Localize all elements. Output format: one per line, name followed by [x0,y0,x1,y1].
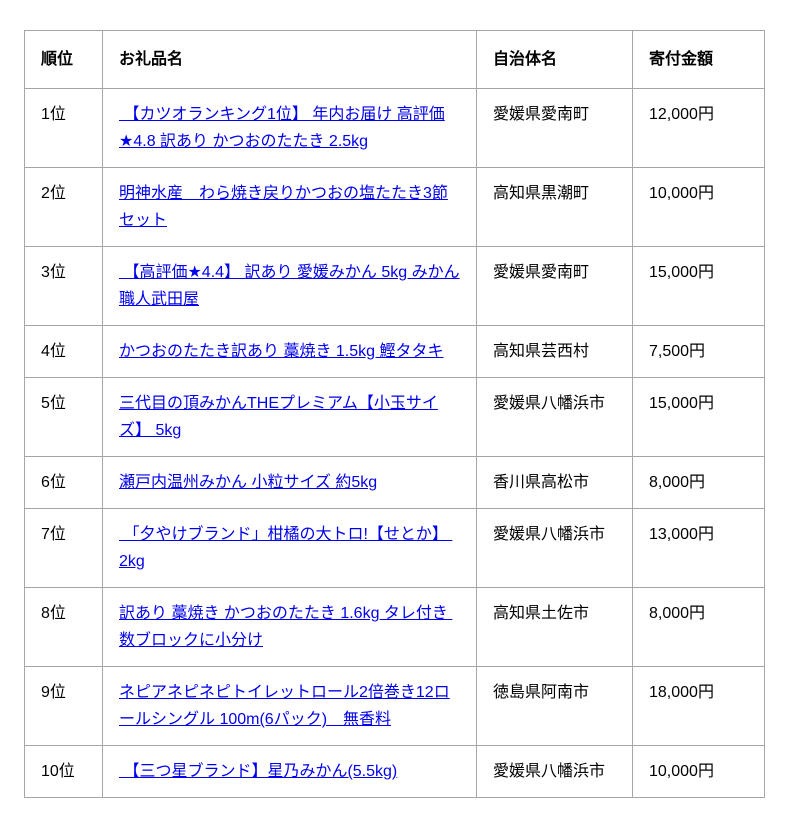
rank-cell: 5位 [24,377,103,457]
rank-cell: 3位 [24,246,103,326]
rank-cell: 1位 [24,88,103,168]
municipality-cell: 香川県高松市 [476,456,633,509]
rank-cell: 8位 [24,587,103,667]
municipality-cell: 高知県土佐市 [476,587,633,667]
rank-cell: 6位 [24,456,103,509]
municipality-cell: 愛媛県愛南町 [476,246,633,326]
gift-ranking-table: 順位 お礼品名 自治体名 寄付金額 1位 【カツオランキング1位】 年内お届け … [24,30,765,798]
table-row: 4位 かつおのたたき訳あり 藁焼き 1.5kg 鰹タタキ 高知県芸西村 7,50… [24,325,765,378]
gift-cell: 【三つ星ブランド】星乃みかん(5.5kg) [102,745,477,798]
table-header-row: 順位 お礼品名 自治体名 寄付金額 [24,30,765,89]
municipality-cell: 愛媛県八幡浜市 [476,745,633,798]
amount-cell: 13,000円 [632,508,765,588]
table-row: 3位 【高評価★4.4】 訳あり 愛媛みかん 5kg みかん職人武田屋 愛媛県愛… [24,246,765,326]
municipality-cell: 愛媛県八幡浜市 [476,508,633,588]
amount-cell: 15,000円 [632,377,765,457]
table-row: 2位 明神水産 わら焼き戻りかつおの塩たたき3節セット 高知県黒潮町 10,00… [24,167,765,247]
gift-link[interactable]: ネピアネピネピトイレットロール2倍巻き12ロールシングル 100m(6パック) … [119,684,450,728]
municipality-cell: 高知県芸西村 [476,325,633,378]
amount-cell: 10,000円 [632,167,765,247]
rank-cell: 7位 [24,508,103,588]
amount-cell: 10,000円 [632,745,765,798]
gift-link[interactable]: 「夕やけブランド」柑橘の大トロ!【せとか】 2kg [119,526,453,570]
amount-cell: 7,500円 [632,325,765,378]
header-municipality: 自治体名 [476,30,633,89]
table-row: 7位 「夕やけブランド」柑橘の大トロ!【せとか】 2kg 愛媛県八幡浜市 13,… [24,508,765,588]
header-donation-amount: 寄付金額 [632,30,765,89]
rank-cell: 9位 [24,666,103,746]
gift-cell: 【高評価★4.4】 訳あり 愛媛みかん 5kg みかん職人武田屋 [102,246,477,326]
header-rank: 順位 [24,30,103,89]
table-row: 1位 【カツオランキング1位】 年内お届け 高評価★4.8 訳あり かつおのたた… [24,88,765,168]
amount-cell: 12,000円 [632,88,765,168]
amount-cell: 8,000円 [632,456,765,509]
gift-link[interactable]: かつおのたたき訳あり 藁焼き 1.5kg 鰹タタキ [119,343,444,360]
gift-link[interactable]: 三代目の頂みかんTHEプレミアム【小玉サイズ】 5kg [119,395,438,439]
gift-cell: 瀬戸内温州みかん 小粒サイズ 約5kg [102,456,477,509]
gift-link[interactable]: 瀬戸内温州みかん 小粒サイズ 約5kg [119,474,378,491]
amount-cell: 18,000円 [632,666,765,746]
rank-cell: 4位 [24,325,103,378]
rank-cell: 2位 [24,167,103,247]
gift-link[interactable]: 明神水産 わら焼き戻りかつおの塩たたき3節セット [119,185,448,229]
municipality-cell: 徳島県阿南市 [476,666,633,746]
table-row: 8位 訳あり 藁焼き かつおのたたき 1.6kg タレ付き 数ブロックに小分け … [24,587,765,667]
gift-cell: 訳あり 藁焼き かつおのたたき 1.6kg タレ付き 数ブロックに小分け [102,587,477,667]
municipality-cell: 愛媛県八幡浜市 [476,377,633,457]
gift-cell: かつおのたたき訳あり 藁焼き 1.5kg 鰹タタキ [102,325,477,378]
municipality-cell: 高知県黒潮町 [476,167,633,247]
table-row: 6位 瀬戸内温州みかん 小粒サイズ 約5kg 香川県高松市 8,000円 [24,456,765,509]
gift-cell: 三代目の頂みかんTHEプレミアム【小玉サイズ】 5kg [102,377,477,457]
gift-cell: 【カツオランキング1位】 年内お届け 高評価★4.8 訳あり かつおのたたき 2… [102,88,477,168]
amount-cell: 8,000円 [632,587,765,667]
table-row: 9位 ネピアネピネピトイレットロール2倍巻き12ロールシングル 100m(6パッ… [24,666,765,746]
rank-cell: 10位 [24,745,103,798]
gift-link[interactable]: 訳あり 藁焼き かつおのたたき 1.6kg タレ付き 数ブロックに小分け [119,605,453,649]
gift-link[interactable]: 【カツオランキング1位】 年内お届け 高評価★4.8 訳あり かつおのたたき 2… [119,106,445,150]
gift-cell: ネピアネピネピトイレットロール2倍巻き12ロールシングル 100m(6パック) … [102,666,477,746]
header-gift-name: お礼品名 [102,30,477,89]
gift-link[interactable]: 【三つ星ブランド】星乃みかん(5.5kg) [119,763,398,780]
table-row: 10位 【三つ星ブランド】星乃みかん(5.5kg) 愛媛県八幡浜市 10,000… [24,745,765,798]
amount-cell: 15,000円 [632,246,765,326]
gift-cell: 明神水産 わら焼き戻りかつおの塩たたき3節セット [102,167,477,247]
table-row: 5位 三代目の頂みかんTHEプレミアム【小玉サイズ】 5kg 愛媛県八幡浜市 1… [24,377,765,457]
municipality-cell: 愛媛県愛南町 [476,88,633,168]
gift-link[interactable]: 【高評価★4.4】 訳あり 愛媛みかん 5kg みかん職人武田屋 [119,264,460,308]
gift-cell: 「夕やけブランド」柑橘の大トロ!【せとか】 2kg [102,508,477,588]
